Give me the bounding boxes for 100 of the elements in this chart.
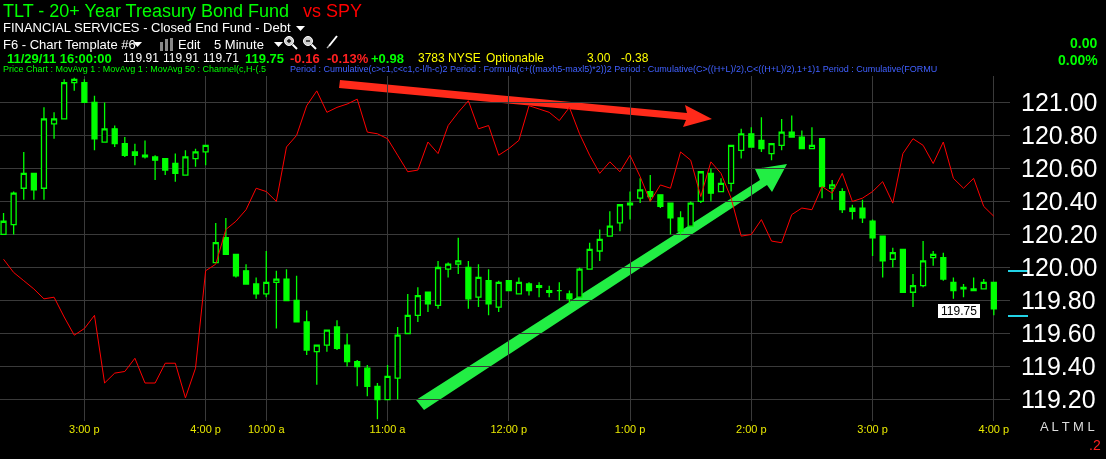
candlestick (354, 359, 361, 387)
x-tick-label: 2:00 p (736, 423, 767, 435)
chart-title: TLT - 20+ Year Treasury Bond Fund (3, 1, 290, 21)
text: -0.38 (621, 51, 649, 65)
candlestick (768, 143, 775, 161)
candlestick (465, 260, 472, 310)
candlestick (61, 78, 68, 120)
candlestick (30, 172, 37, 201)
text: Price Chart : MovAvg 1 : MovAvg 1 : MovAvg 50 : Channel(c,H-(.5 (3, 64, 267, 74)
candlestick (930, 250, 937, 267)
candlestick (364, 364, 371, 397)
candlestick (727, 144, 735, 193)
candlestick (343, 332, 351, 368)
y-tick-label: 120.80 (1021, 121, 1098, 150)
candlestick (889, 247, 896, 269)
candlestick (81, 78, 88, 104)
candlestick (253, 276, 260, 300)
y-tick-label: 120.60 (1021, 154, 1098, 183)
candlestick (899, 248, 907, 293)
candlestick (647, 174, 654, 203)
text: Edit (178, 37, 201, 52)
candlestick (495, 280, 502, 313)
candlestick (323, 329, 331, 353)
text: 0.00 (1070, 35, 1098, 51)
candlestick (535, 281, 543, 298)
text: +0.98 (371, 51, 404, 66)
candlestick (475, 263, 482, 308)
candlestick (758, 116, 765, 153)
candlestick (576, 266, 583, 298)
candlestick (273, 270, 280, 330)
x-tick-label: 1:00 p (614, 423, 646, 435)
candlestick (384, 364, 391, 401)
candlestick (980, 278, 987, 290)
candlestick (293, 275, 300, 323)
y-tick-label: 119.40 (1021, 352, 1096, 381)
y-tick-label: 119.80 (1021, 286, 1096, 315)
candlestick (586, 242, 593, 270)
candlestick (394, 326, 401, 401)
candlestick (414, 286, 421, 323)
x-tick-label: 11:00 a (369, 423, 407, 435)
candlestick (566, 289, 573, 305)
candlestick (637, 177, 644, 204)
candlestick (455, 237, 462, 275)
candlestick (141, 139, 149, 160)
candlestick (707, 167, 715, 203)
candlestick (445, 261, 452, 279)
candlestick (808, 126, 816, 150)
candlestick (283, 268, 290, 302)
candlestick (788, 114, 795, 138)
text: 0.00% (1058, 52, 1098, 68)
candlestick (940, 251, 947, 282)
candlestick (40, 106, 48, 201)
candlestick (172, 152, 179, 183)
candlestick (909, 273, 917, 308)
x-tick-label: 10:00 a (247, 423, 286, 435)
candlestick (919, 240, 927, 288)
text: vs SPY (303, 1, 363, 21)
candlestick (606, 210, 613, 237)
y-tick-label: 120.40 (1021, 187, 1098, 216)
candlestick (616, 204, 624, 232)
x-tick-label: 12:00 p (490, 423, 528, 435)
y-tick-label: 119.60 (1021, 319, 1096, 348)
candlestick (859, 199, 866, 224)
text: .2 (1089, 437, 1101, 453)
text: A L T M L (1040, 419, 1095, 434)
candlestick (192, 147, 199, 168)
x-tick-label: 3:00 p (69, 423, 100, 435)
text: F6 - Chart Template #6 (3, 37, 136, 52)
text: 119.91 (163, 51, 199, 65)
candlestick (687, 200, 694, 227)
text: NYSE (448, 51, 481, 65)
candlestick (990, 281, 997, 316)
text: 119.91 (123, 51, 159, 65)
candlestick (525, 281, 533, 297)
candlestick (960, 283, 967, 298)
candlestick (667, 202, 674, 236)
candlestick (505, 280, 512, 292)
candlestick (839, 187, 846, 214)
candlestick (242, 263, 250, 285)
candlestick (717, 177, 725, 193)
text: -0.16 (290, 51, 320, 66)
candlestick (303, 309, 310, 356)
y-tick-label: 121.00 (1021, 88, 1098, 117)
candlestick (798, 129, 805, 150)
candlestick (212, 222, 219, 264)
candlestick (546, 284, 553, 298)
text: 119.71 (203, 51, 239, 65)
candlestick (657, 194, 664, 209)
y-tick-label: 119.20 (1021, 385, 1096, 414)
candlestick (222, 217, 229, 255)
candlestick (313, 344, 320, 386)
annotation: 119.75 (938, 304, 980, 318)
chart-subtitle: FINANCIAL SERVICES - Closed End Fund - Debt (3, 20, 291, 35)
candlestick (818, 138, 826, 199)
candlestick (232, 253, 240, 279)
candlestick (374, 382, 381, 420)
text: Period : Cumulative(c>c1,c<c1,c-l/h-c)2 Period : Formula(c+((maxh5-maxl5)*2))2 Period : Cumulative(C>((H+L)/2),C<((H+L)/2),1+1)1 Period : Cumulative(FORMU (290, 64, 938, 74)
candlestick (101, 101, 108, 143)
y-tick-label: 120.20 (1021, 220, 1098, 249)
text: 3783 (418, 51, 445, 65)
